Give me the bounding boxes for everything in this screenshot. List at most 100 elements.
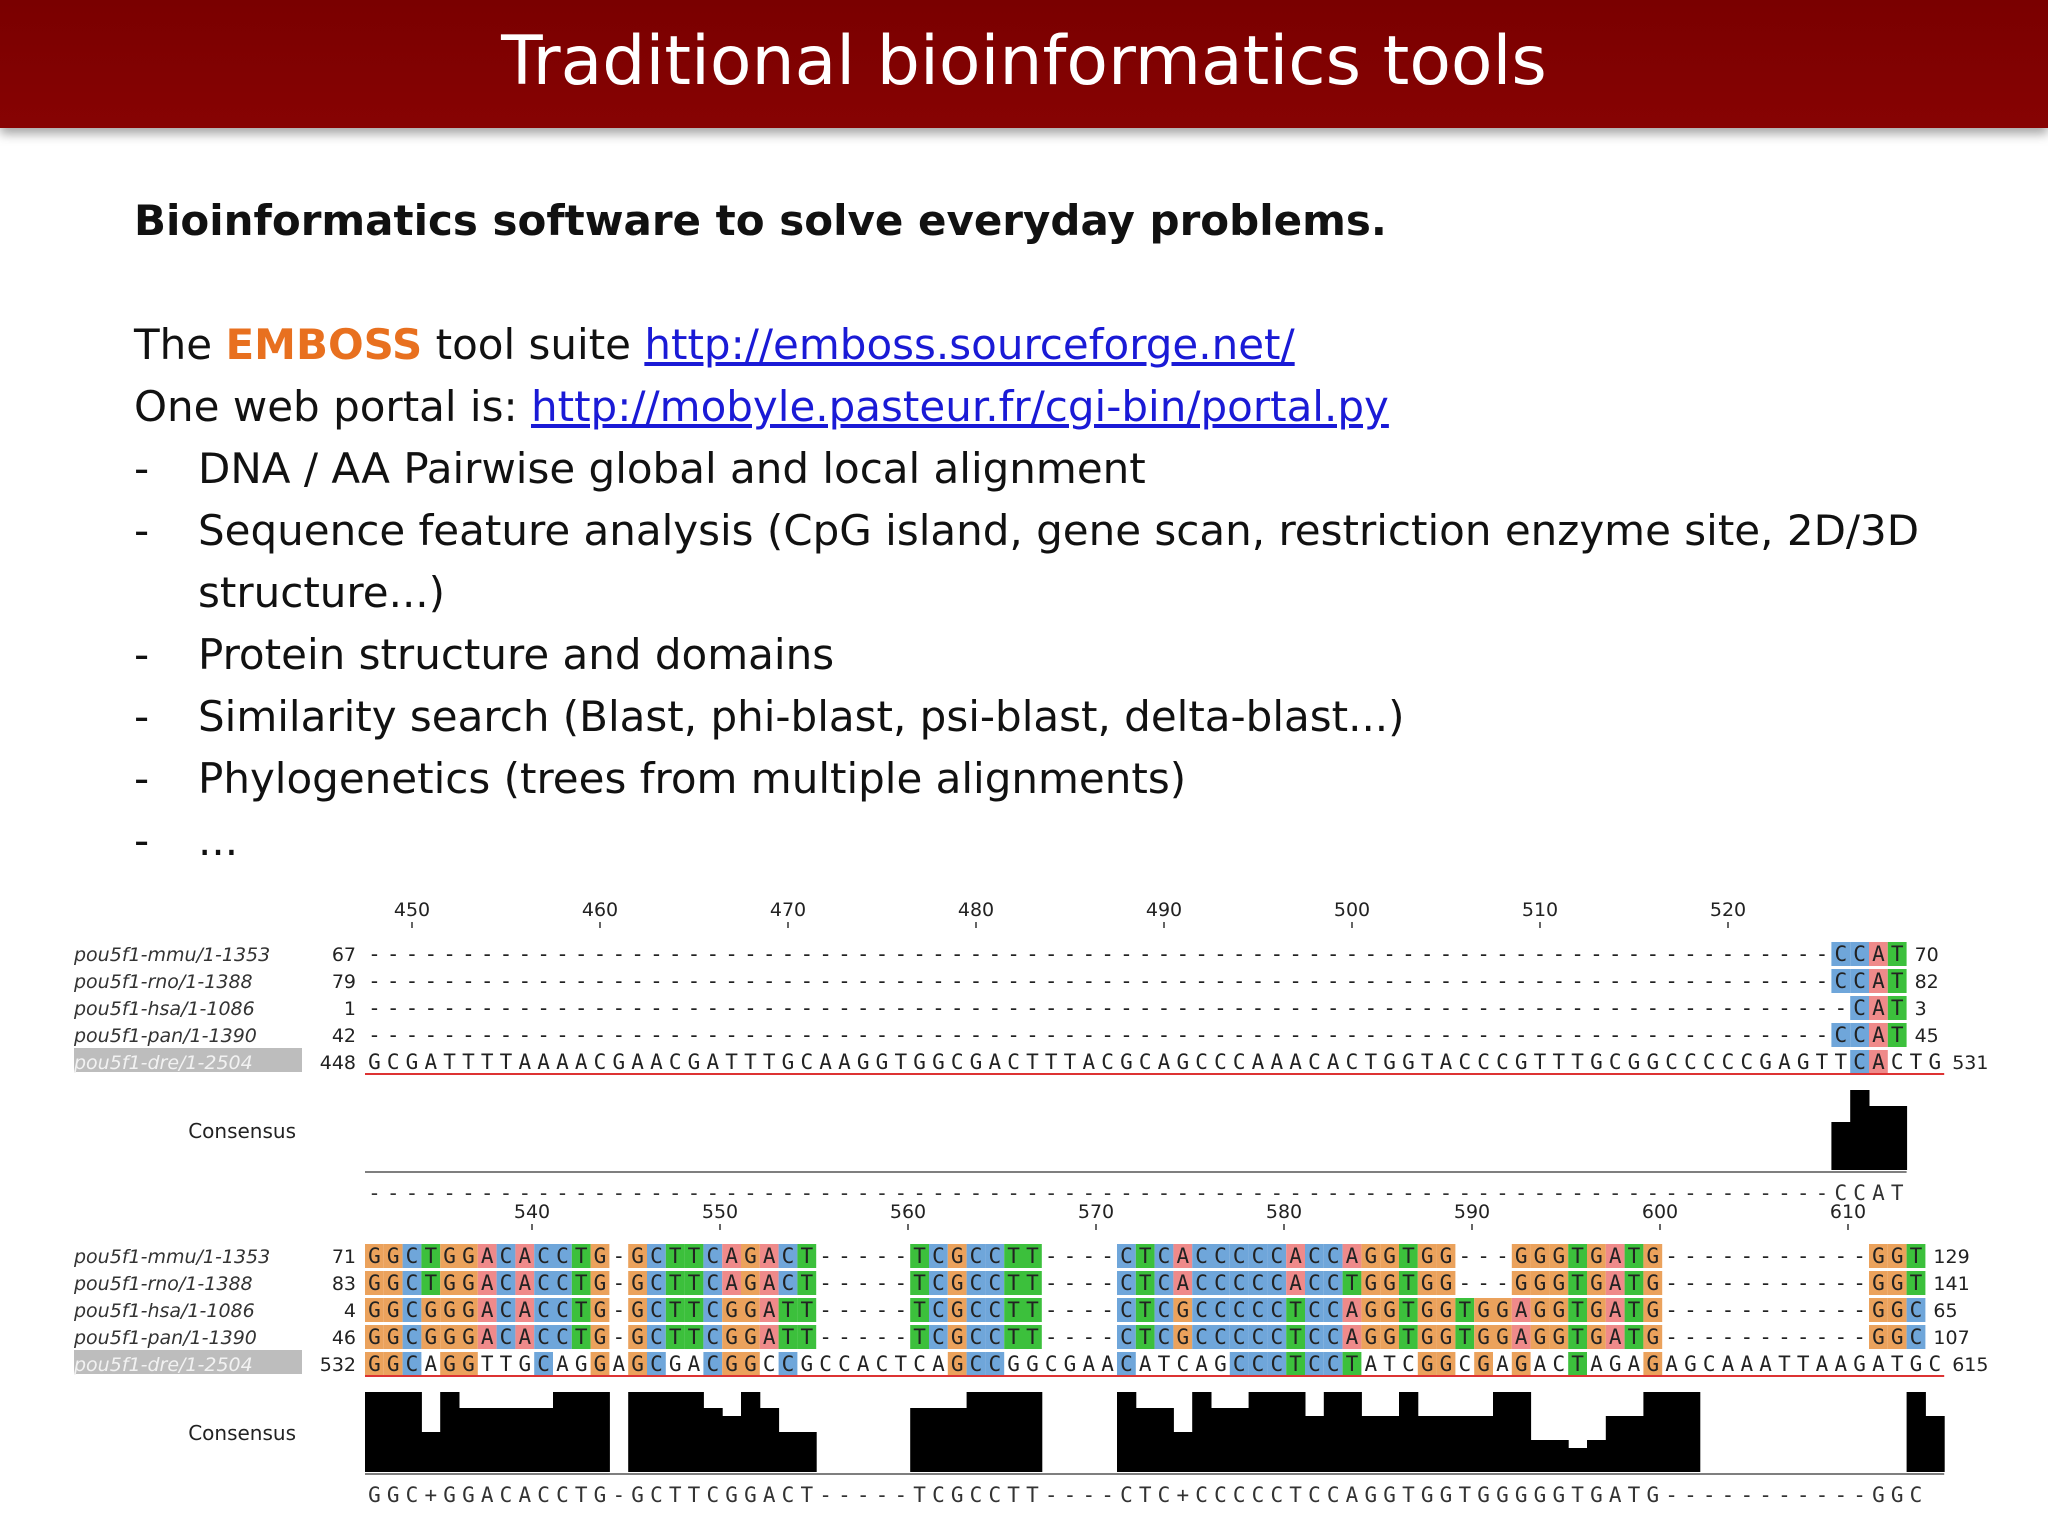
residue-letter: - bbox=[1722, 969, 1735, 993]
residue-letter: - bbox=[1214, 1023, 1227, 1047]
residue-letter: A bbox=[1872, 996, 1885, 1020]
consensus-letter: - bbox=[1834, 1483, 1847, 1507]
residue-letter: - bbox=[1816, 969, 1829, 993]
consensus-letter: - bbox=[932, 1181, 945, 1205]
consensus-letter: - bbox=[443, 1181, 456, 1205]
residue-cell bbox=[571, 1325, 591, 1349]
residue-letter: G bbox=[631, 1271, 644, 1295]
residue-cell bbox=[1173, 1298, 1193, 1322]
consensus-letter: - bbox=[368, 1181, 381, 1205]
residue-letter: G bbox=[1176, 1325, 1189, 1349]
residue-letter: - bbox=[1101, 969, 1114, 993]
sequence-row[interactable]: pou5f1-dre/1-2504 448 G C G A T T T T A A A A C G A A C G A T… bbox=[73, 1048, 1988, 1075]
residue-letter: - bbox=[857, 942, 870, 966]
residue-cell bbox=[1530, 1244, 1550, 1268]
residue-cell bbox=[647, 1352, 666, 1376]
residue-letter: - bbox=[1703, 942, 1716, 966]
residue-letter: A bbox=[1872, 1050, 1885, 1074]
consensus-letter: - bbox=[1270, 1181, 1283, 1205]
sequence-row[interactable]: pou5f1-dre/1-2504 532 G G C A G G T T G C A G G A G C G A C G… bbox=[73, 1350, 1988, 1377]
residue-letter: C bbox=[1233, 1352, 1246, 1376]
consensus-bar bbox=[778, 1432, 798, 1472]
residue-letter: T bbox=[1383, 1352, 1396, 1376]
residue-letter: - bbox=[1477, 1023, 1490, 1047]
residue-letter: - bbox=[1665, 969, 1678, 993]
residue-letter: G bbox=[368, 1050, 381, 1074]
consensus-letter: A bbox=[481, 1483, 494, 1507]
residue-letter: - bbox=[1252, 969, 1265, 993]
sequence-row[interactable]: pou5f1-mmu/1-1353 67- - - - - - - - - - - - - - - - - - - - -… bbox=[73, 942, 1939, 966]
residue-letter: T bbox=[1458, 1325, 1471, 1349]
residue-letter: A bbox=[424, 1352, 437, 1376]
alignment-block: 540 550 560 570 580 590 600 610 pou5f1-mmu/1-135… bbox=[73, 1201, 1988, 1507]
residue-letter: C bbox=[1308, 1325, 1321, 1349]
residue-letter: G bbox=[1176, 1298, 1189, 1322]
residue-cell bbox=[1887, 1023, 1907, 1047]
residue-letter: - bbox=[1759, 1271, 1772, 1295]
residue-letter: T bbox=[1628, 1298, 1641, 1322]
residue-letter: - bbox=[857, 1271, 870, 1295]
residue-letter: - bbox=[1383, 996, 1396, 1020]
consensus-bar bbox=[1323, 1392, 1344, 1472]
sequence-name: pou5f1-pan/1-1390 bbox=[73, 1327, 257, 1349]
residue-letter: G bbox=[744, 1271, 757, 1295]
residue-letter: G bbox=[1552, 1271, 1565, 1295]
residue-letter: - bbox=[951, 996, 964, 1020]
sequence-start: 46 bbox=[332, 1327, 356, 1349]
sequence-row[interactable]: pou5f1-rno/1-1388 83 G G C T G G A C A C C T G - G C T T C A G… bbox=[73, 1271, 1970, 1295]
residue-letter: - bbox=[556, 1023, 569, 1047]
residue-letter: - bbox=[500, 942, 513, 966]
residue-letter: G bbox=[1421, 1298, 1434, 1322]
residue-letter: - bbox=[556, 969, 569, 993]
consensus-label: Consensus bbox=[188, 1421, 296, 1445]
residue-letter: T bbox=[1364, 1050, 1377, 1074]
consensus-bar bbox=[1211, 1408, 1231, 1472]
residue-letter: - bbox=[1684, 996, 1697, 1020]
residue-letter: T bbox=[688, 1271, 701, 1295]
residue-letter: - bbox=[744, 942, 757, 966]
residue-letter: T bbox=[575, 1298, 588, 1322]
ruler-tick-label: 470 bbox=[770, 899, 806, 921]
residue-cell bbox=[741, 1352, 760, 1376]
emboss-link[interactable]: http://emboss.sourceforge.net/ bbox=[644, 320, 1295, 369]
consensus-letter: G bbox=[387, 1483, 400, 1507]
residue-cell bbox=[365, 1298, 384, 1322]
sequence-row[interactable]: pou5f1-rno/1-1388 79- - - - - - - - - - - - - - - - - - - - -… bbox=[73, 969, 1939, 993]
residue-letter: - bbox=[970, 996, 983, 1020]
sequence-row[interactable]: pou5f1-hsa/1-1086 4 G G C G G G A C A C C T G - G C T T C G G A… bbox=[73, 1298, 1958, 1322]
emboss-highlight: EMBOSS bbox=[225, 320, 423, 369]
residue-cell bbox=[797, 1325, 817, 1349]
residue-letter: A bbox=[1346, 1244, 1359, 1268]
sequence-row[interactable]: pou5f1-pan/1-1390 42- - - - - - - - - - - - - - - - - - - - -… bbox=[73, 1023, 1939, 1047]
residue-letter: - bbox=[1082, 1298, 1095, 1322]
sequence-row[interactable]: pou5f1-pan/1-1390 46 G G C G G G A C A C C T G - G C T T C G G… bbox=[73, 1325, 1970, 1349]
residue-letter: - bbox=[462, 942, 475, 966]
residue-letter: C bbox=[500, 1271, 513, 1295]
residue-letter: C bbox=[1176, 1352, 1189, 1376]
emboss-line: The EMBOSS tool suite http://emboss.sour… bbox=[134, 314, 1994, 376]
residue-letter: - bbox=[1665, 942, 1678, 966]
residue-letter: G bbox=[1590, 1271, 1603, 1295]
residue-cell bbox=[1004, 1244, 1023, 1268]
residue-letter: A bbox=[424, 1050, 437, 1074]
consensus-letter: - bbox=[1064, 1181, 1077, 1205]
residue-letter: - bbox=[1853, 1298, 1866, 1322]
sequence-row[interactable]: pou5f1-hsa/1-1086 1- - - - - - - - - - - - - - - - - - - - - -… bbox=[73, 996, 1927, 1020]
residue-letter: C bbox=[669, 1050, 682, 1074]
residue-cell bbox=[1267, 1298, 1287, 1322]
residue-cell bbox=[778, 1271, 798, 1295]
consensus-letter: G bbox=[1440, 1483, 1453, 1507]
residue-letter: - bbox=[1082, 942, 1095, 966]
consensus-letter: - bbox=[1289, 1181, 1302, 1205]
sequence-row[interactable]: pou5f1-mmu/1-1353 71 G G C T G G A C A C C T G - G C T T C A G… bbox=[73, 1244, 1970, 1268]
residue-letter: - bbox=[518, 996, 531, 1020]
residue-letter: T bbox=[1007, 1325, 1020, 1349]
residue-letter: G bbox=[1646, 1298, 1659, 1322]
residue-letter: - bbox=[1778, 1271, 1791, 1295]
consensus-bar bbox=[1869, 1106, 1889, 1170]
residue-letter: T bbox=[1026, 1298, 1039, 1322]
residue-cell bbox=[1154, 1271, 1174, 1295]
consensus-letter: C bbox=[1834, 1181, 1847, 1205]
residue-letter: - bbox=[1421, 1023, 1434, 1047]
mobyle-portal-link[interactable]: http://mobyle.pasteur.fr/cgi-bin/portal.… bbox=[530, 382, 1389, 431]
